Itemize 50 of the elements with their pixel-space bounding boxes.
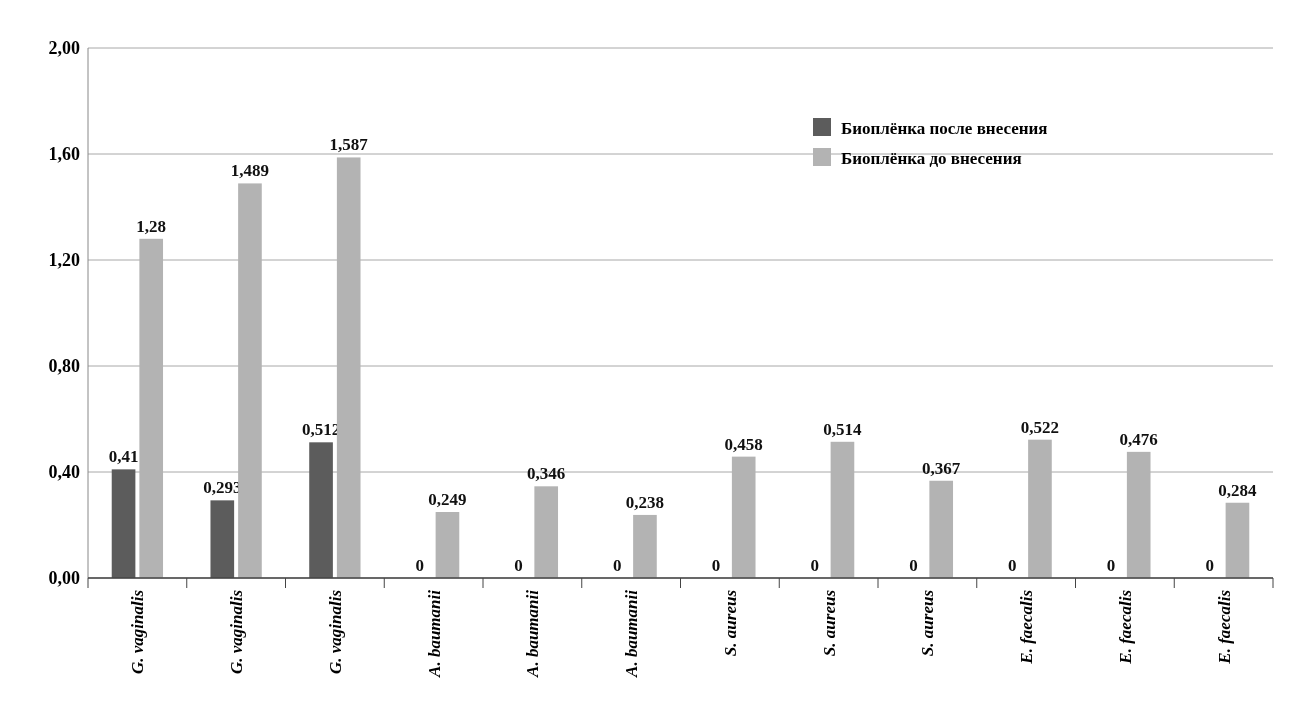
x-tick-label: E. faecalis — [1017, 589, 1037, 665]
bar — [929, 480, 954, 578]
data-label: 0 — [613, 556, 622, 575]
data-label: 0,284 — [1218, 480, 1258, 500]
data-label: 0,41 — [108, 447, 139, 467]
x-tick-label: E. faecalis — [1214, 589, 1234, 665]
legend-label: Биоплёнка после внесения — [841, 118, 1048, 138]
bar — [633, 514, 657, 578]
x-tick-label: E. faecalis — [1115, 589, 1135, 665]
x-tick-label: G. vaginalis — [325, 589, 345, 675]
y-tick-label: 0,40 — [48, 462, 80, 483]
x-tick-label: S. aureus — [918, 589, 938, 657]
legend-label: Биоплёнка до внесения — [841, 148, 1022, 168]
data-label: 0 — [1008, 556, 1017, 575]
data-label: 1,587 — [329, 135, 369, 155]
data-label: 0 — [909, 556, 918, 575]
x-tick-label: S. aureus — [819, 589, 839, 657]
y-tick-label: 0,80 — [48, 356, 80, 377]
data-label: 0,522 — [1020, 417, 1060, 437]
data-label: 0 — [1205, 556, 1215, 575]
bar — [435, 512, 460, 578]
y-tick-label: 1,60 — [48, 144, 80, 165]
data-label: 0,476 — [1119, 429, 1158, 449]
data-label: 0,367 — [922, 458, 961, 478]
bar — [534, 486, 559, 578]
x-tick-label: G. vaginalis — [227, 589, 247, 675]
data-label: 0 — [711, 556, 721, 575]
y-tick-label: 2,00 — [48, 38, 80, 59]
x-tick-label: A. baumanii — [523, 589, 543, 678]
data-label: 0,249 — [428, 490, 467, 510]
data-label: 0,458 — [724, 434, 763, 454]
bar — [210, 500, 235, 578]
data-label: 0,514 — [823, 419, 863, 439]
data-label: 1,489 — [230, 161, 270, 181]
bar — [1225, 502, 1250, 578]
data-label: 1,28 — [136, 216, 167, 236]
data-label: 0 — [514, 556, 523, 575]
data-label: 0,238 — [625, 492, 665, 512]
bar — [309, 442, 333, 578]
x-tick-label: G. vaginalis — [128, 589, 148, 675]
data-label: 0,346 — [527, 464, 566, 484]
data-label: 0 — [1106, 556, 1116, 575]
data-label: 0 — [415, 556, 425, 575]
data-label: 0 — [810, 556, 820, 575]
x-tick-label: A. baumanii — [424, 589, 444, 678]
x-tick-label: S. aureus — [720, 589, 740, 657]
y-tick-label: 1,20 — [48, 250, 80, 271]
x-tick-label: A. baumanii — [622, 589, 642, 678]
bar — [111, 469, 136, 578]
y-tick-label: 0,00 — [48, 568, 80, 589]
